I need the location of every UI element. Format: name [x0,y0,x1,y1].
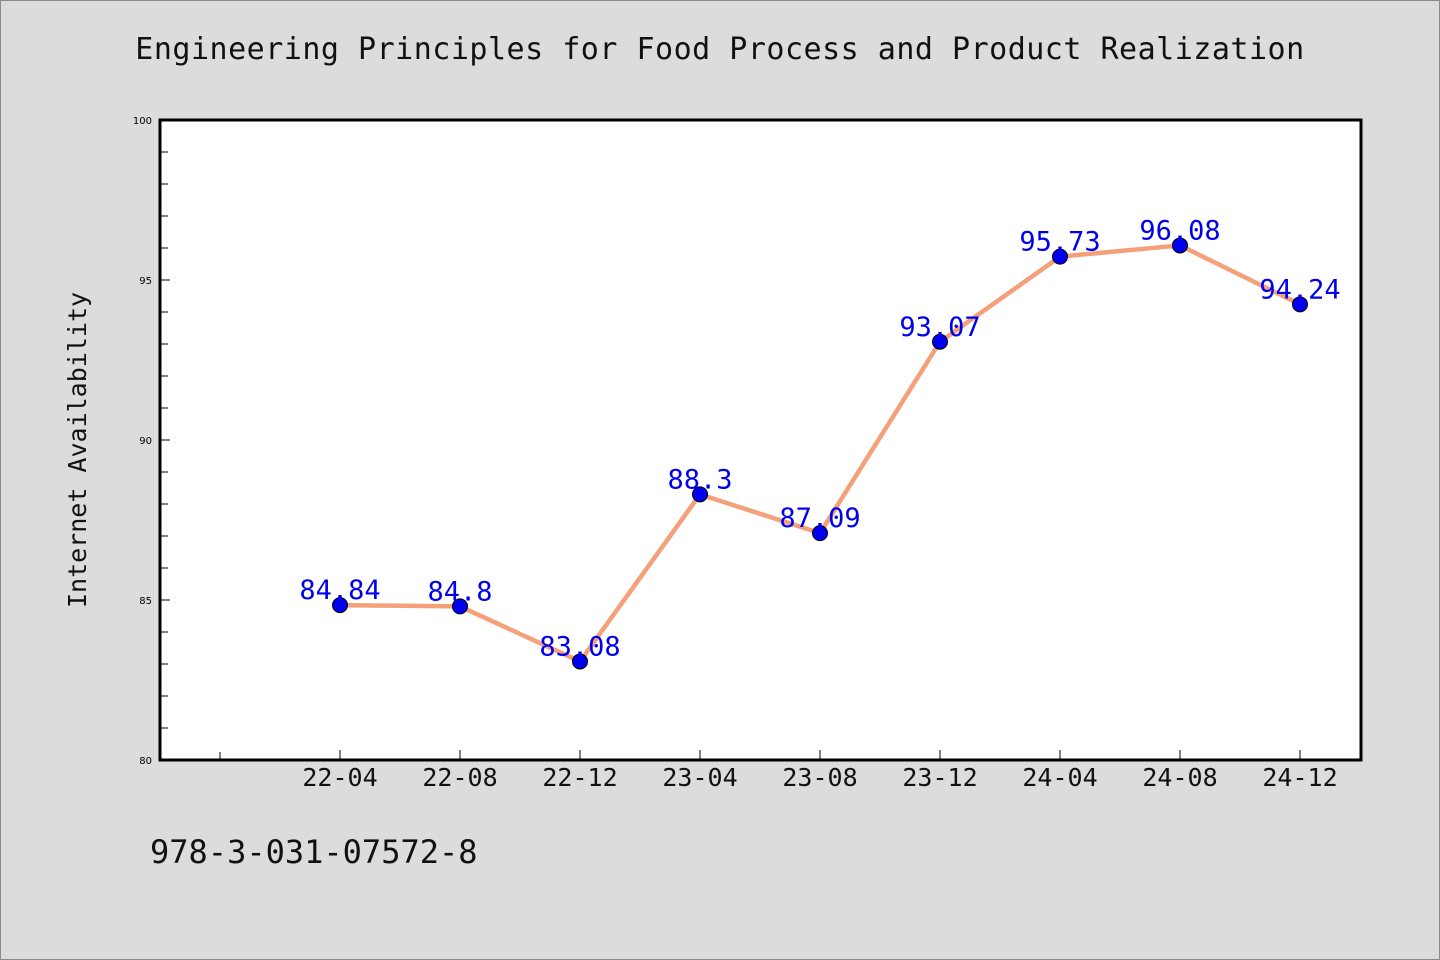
isbn-text: 978-3-031-07572-8 [150,833,478,871]
y-tick-label: 90 [139,436,152,447]
x-tick-label: 24-12 [1262,763,1337,792]
chart-title: Engineering Principles for Food Process … [135,32,1305,67]
data-label: 88.3 [667,464,732,495]
series-points-group [332,237,1308,670]
x-tick-label: 22-08 [422,763,497,792]
x-tick-label: 23-04 [662,763,737,792]
data-point [692,486,708,503]
data-label: 87.09 [779,503,860,534]
data-label: 96.08 [1139,215,1220,246]
y-tick-label: 85 [139,596,152,607]
x-tick-label: 23-12 [902,763,977,792]
data-point [812,525,828,542]
data-point [452,598,468,615]
data-point [332,597,348,614]
data-point [1052,248,1068,265]
y-tick-label: 80 [139,756,152,767]
data-labels-group: 84.84 84.8 83.08 88.3 87.09 93.07 95.73 96.08 94… [299,215,1340,662]
data-point [1172,237,1188,254]
x-axis: 22-04 22-08 22-12 23-04 23-08 23-12 24-04 24-08… [219,750,1338,792]
y-axis-label: Internet Availability [63,292,92,608]
x-tick-label: 24-04 [1022,763,1097,792]
y-axis: 80 85 90 95 100 [133,116,170,767]
data-label: 83.08 [539,631,620,662]
x-tick-label: 24-08 [1142,763,1217,792]
data-point [1292,296,1308,313]
data-point [932,333,948,350]
data-label: 84.8 [427,576,492,607]
y-tick-label: 95 [139,276,152,287]
y-tick-label: 100 [133,116,152,127]
data-label: 93.07 [899,312,980,343]
x-tick-label: 22-04 [302,763,377,792]
x-tick-label: 23-08 [782,763,857,792]
data-label: 94.24 [1259,274,1340,305]
x-tick-label: 22-12 [542,763,617,792]
plot-area [158,118,1363,762]
data-point [572,653,588,670]
data-label: 84.84 [299,575,380,606]
data-label: 95.73 [1019,227,1100,258]
